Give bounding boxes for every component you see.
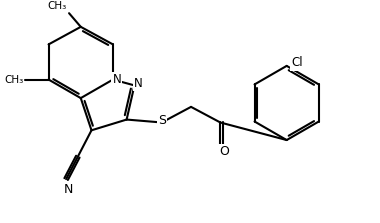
Text: N: N [63,183,73,196]
Text: N: N [112,73,121,86]
Text: N: N [134,77,143,90]
Text: S: S [158,114,166,127]
Text: CH₃: CH₃ [4,74,23,85]
Text: CH₃: CH₃ [47,1,66,11]
Text: Cl: Cl [291,56,303,69]
Text: O: O [219,145,229,158]
